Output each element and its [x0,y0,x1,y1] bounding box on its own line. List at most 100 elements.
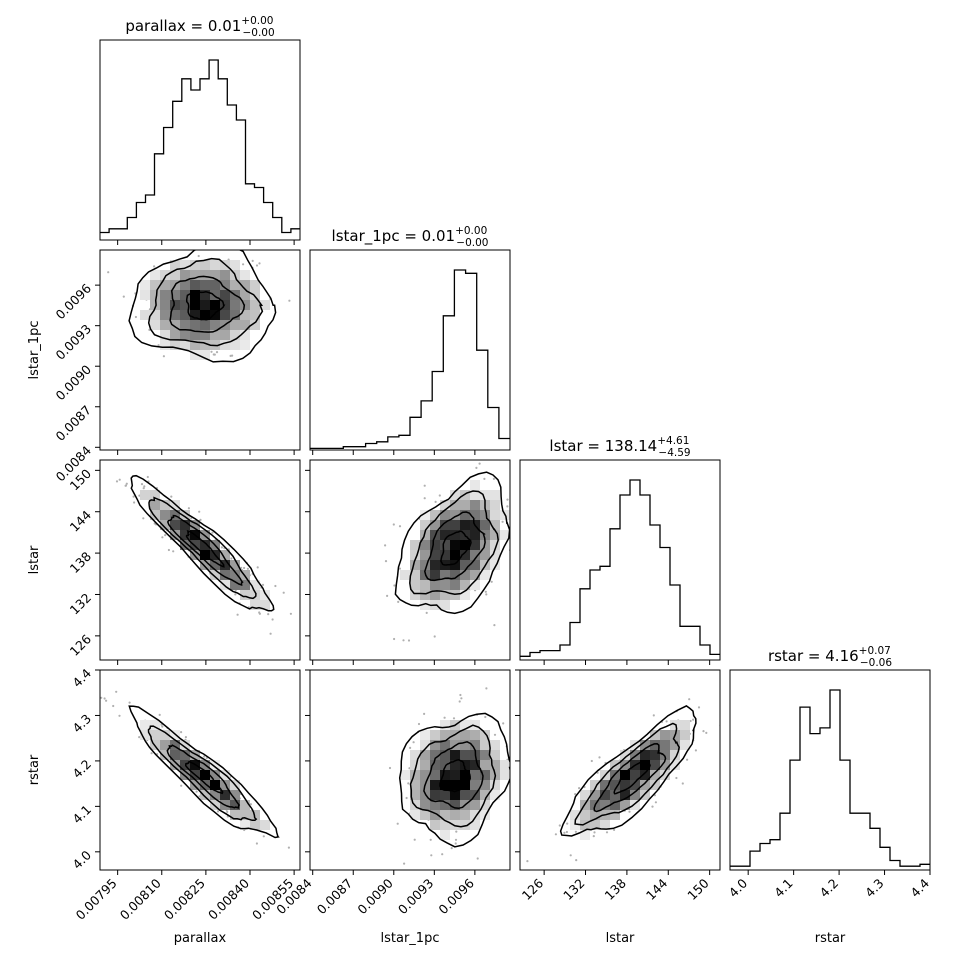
density-cell [150,320,160,330]
scatter-point [386,594,389,598]
scatter-point [115,690,118,693]
density-cell [230,310,240,320]
density-cell [410,550,420,560]
density-cell [140,490,150,500]
scatter-point [157,344,160,347]
histogram-parallax [100,59,300,234]
density-cell [210,770,220,780]
y-axis-label-lstar_1pc: lstar_1pc [27,321,42,380]
density-cell [230,330,240,340]
density-cell [580,820,590,830]
density-cell [600,820,610,830]
x-tick-label: 4.4 [907,875,932,900]
density-cell [410,760,420,770]
density-cell [440,730,450,740]
x-axis-label-lstar_1pc: lstar_1pc [381,931,440,946]
density-cell [200,330,210,340]
contour-level [593,743,667,813]
x-tick-label: 144 [643,875,671,903]
density-cell [150,270,160,280]
panel-content [526,698,720,863]
density-cell [210,280,220,290]
density-cell [420,520,430,530]
scatter-point [100,696,103,699]
scatter-point [198,510,201,513]
density-cell [430,590,440,600]
density-cell [640,770,650,780]
scatter-point [220,546,223,549]
density-cell [460,520,470,530]
density-cell [460,760,470,770]
density-cell [210,760,220,770]
density-cell [420,790,430,800]
density-cell [450,810,460,820]
density-cell [420,760,430,770]
density-cell [450,580,460,590]
density-cell [210,260,220,270]
scatter-point [433,635,436,638]
scatter-point [578,787,581,790]
scatter-point [407,782,410,785]
density-cell [180,300,190,310]
density-cell [180,540,190,550]
histogram-rstar [730,689,930,867]
scatter-point [115,480,119,483]
density-cell [460,730,470,740]
density-cell [490,550,500,560]
scatter-point [133,501,136,504]
scatter-point [150,752,153,755]
density-cell [480,530,490,540]
density-cell [420,590,430,600]
scatter-point [501,520,504,523]
density-cell [230,580,240,590]
density-cell [440,780,450,790]
density-cell [180,340,190,350]
density-cell [180,510,190,520]
density-cell [410,590,420,600]
scatter-point [146,475,149,479]
scatter-point [492,477,495,480]
density-cell [410,570,420,580]
scatter-point [569,854,572,857]
density-cell [420,750,430,760]
density-cell [640,750,650,760]
density-cell [420,600,430,610]
scatter-point [180,731,183,734]
density-cell [170,270,180,280]
panel-lstar_1pc-lstar [309,459,511,661]
scatter-point [132,495,135,498]
density-cell [610,810,620,820]
scatter-point [161,725,164,728]
scatter-point [384,560,388,563]
density-cell [180,750,190,760]
density-cell [170,260,180,270]
density-cell [180,330,190,340]
scatter-point [484,715,487,719]
contour-level [394,471,510,615]
contour-level [128,705,280,839]
density-cell [440,570,450,580]
density-cell [420,730,430,740]
density-cell [250,600,260,610]
scatter-point [554,833,558,836]
density-cell [470,480,480,490]
scatter-point [478,462,481,465]
scatter-point [398,525,402,528]
density-cell [230,260,240,270]
density-cell [440,820,450,830]
density-cell [170,320,180,330]
density-cell [200,300,210,310]
scatter-point [566,822,569,825]
density-cell [200,320,210,330]
x-tick-label: 0.00840 [205,875,252,922]
density-cell [180,290,190,300]
density-cell [420,550,430,560]
scatter-point [267,613,270,616]
density-cell [670,750,680,760]
density-cell [680,720,690,730]
density-cell [460,590,470,600]
y-tick-label: 0.0096 [53,281,95,323]
scatter-point [226,810,229,814]
density-cell [170,310,180,320]
scatter-point [605,831,609,834]
